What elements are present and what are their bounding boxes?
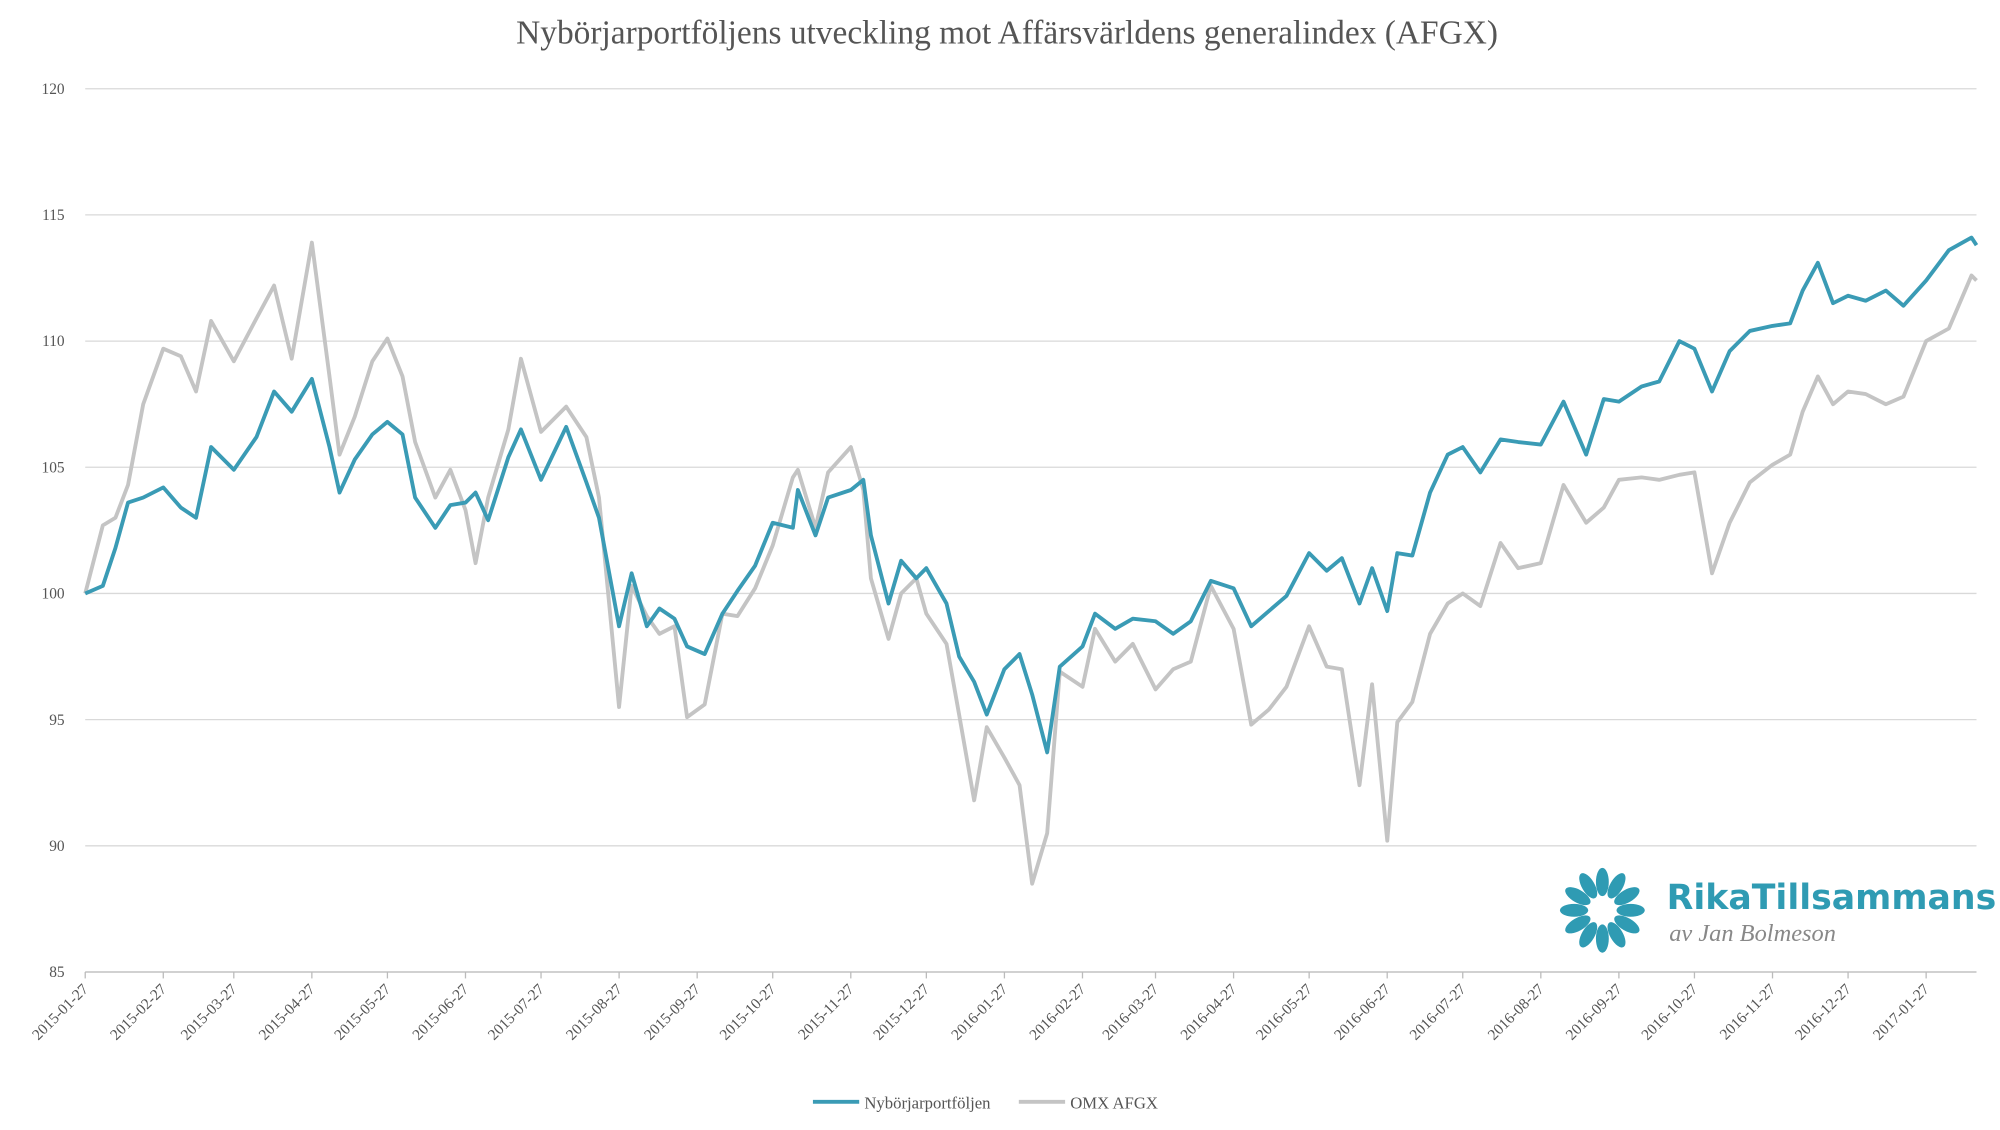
x-tick-label: 2015-07-27 bbox=[485, 981, 548, 1044]
logo-petal bbox=[1595, 924, 1609, 953]
legend-label: OMX AFGX bbox=[1070, 1093, 1158, 1112]
x-tick-label: 2015-12-27 bbox=[870, 981, 933, 1044]
x-tick-label: 2015-10-27 bbox=[717, 981, 780, 1044]
x-tick-label: 2015-03-27 bbox=[178, 981, 241, 1044]
x-tick-label: 2016-04-27 bbox=[1177, 981, 1240, 1044]
x-tick-label: 2015-06-27 bbox=[409, 981, 472, 1044]
y-tick-label: 95 bbox=[49, 712, 65, 729]
x-tick-label: 2015-05-27 bbox=[331, 981, 394, 1044]
logo-petal bbox=[1616, 903, 1645, 917]
x-tick-label: 2015-02-27 bbox=[107, 981, 170, 1044]
logo-petal bbox=[1614, 915, 1640, 934]
y-tick-label: 105 bbox=[42, 459, 65, 476]
x-tick-label: 2016-03-27 bbox=[1099, 981, 1162, 1044]
x-tick-label: 2016-07-27 bbox=[1407, 981, 1470, 1044]
x-tick-label: 2017-01-27 bbox=[1870, 981, 1933, 1044]
y-tick-label: 85 bbox=[49, 964, 65, 981]
x-tick-label: 2016-01-27 bbox=[948, 981, 1011, 1044]
x-tick-label: 2015-09-27 bbox=[641, 981, 704, 1044]
logo-petal bbox=[1565, 887, 1591, 906]
x-tick-label: 2016-12-27 bbox=[1792, 981, 1855, 1044]
logo-petal bbox=[1565, 915, 1591, 934]
series-line bbox=[83, 240, 1978, 886]
y-tick-label: 90 bbox=[49, 838, 65, 855]
logo: RikaTillsammans av Jan Bolmeson bbox=[1559, 867, 1997, 953]
logo-petal bbox=[1595, 867, 1609, 897]
logo-petal bbox=[1607, 873, 1626, 899]
logo-petal bbox=[1579, 873, 1598, 899]
x-tick-label: 2016-05-27 bbox=[1253, 981, 1316, 1044]
logo-petal bbox=[1607, 922, 1626, 948]
chart-title: Nybörjarportföljens utveckling mot Affär… bbox=[516, 15, 1498, 52]
logo-petal bbox=[1579, 922, 1598, 948]
logo-name: RikaTillsammans bbox=[1667, 878, 1997, 918]
x-tick-label: 2015-04-27 bbox=[256, 981, 319, 1044]
legend-label: Nybörjarportföljen bbox=[864, 1093, 991, 1112]
logo-icon bbox=[1559, 867, 1645, 953]
y-tick-label: 110 bbox=[42, 333, 65, 350]
x-tick-label: 2016-06-27 bbox=[1331, 981, 1394, 1044]
y-tick-label: 100 bbox=[42, 586, 65, 603]
x-tick-label: 2015-08-27 bbox=[563, 981, 626, 1044]
x-tick-label: 2015-11-27 bbox=[795, 981, 858, 1044]
x-tick-label: 2016-11-27 bbox=[1717, 981, 1780, 1044]
series-line bbox=[84, 235, 1979, 755]
x-tick-label: 2015-01-27 bbox=[29, 981, 92, 1044]
logo-petal bbox=[1559, 903, 1589, 917]
x-tick-label: 2016-02-27 bbox=[1026, 981, 1089, 1044]
x-tick-label: 2016-08-27 bbox=[1485, 981, 1548, 1044]
y-tick-label: 115 bbox=[42, 207, 65, 224]
logo-petal bbox=[1614, 887, 1640, 906]
logo-tagline: av Jan Bolmeson bbox=[1669, 920, 1836, 947]
y-tick-label: 120 bbox=[42, 81, 65, 98]
x-tick-label: 2016-09-27 bbox=[1563, 981, 1626, 1044]
x-tick-label: 2016-10-27 bbox=[1638, 981, 1701, 1044]
